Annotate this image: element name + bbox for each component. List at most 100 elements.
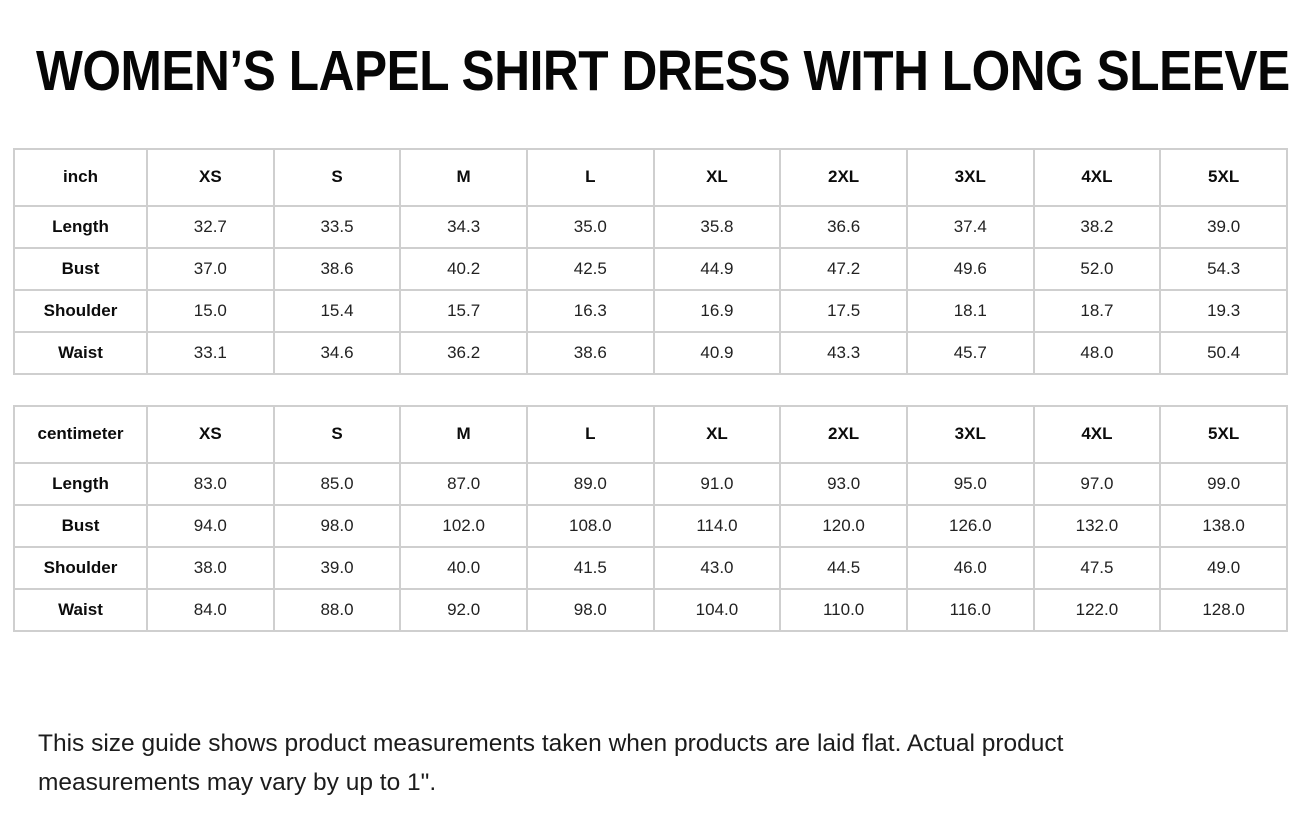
measurement-value-cell: 98.0	[525, 587, 655, 632]
size-column-header: M	[399, 147, 528, 207]
measurement-value-cell: 37.0	[146, 246, 275, 291]
measurement-value-cell: 92.0	[399, 587, 528, 632]
measurement-row-label: Length	[13, 461, 148, 506]
measurement-value-cell: 120.0	[779, 503, 908, 548]
measurement-value-cell: 15.4	[272, 288, 402, 333]
size-tables: inch XS S M L XL 2XL 3XL 4XL 5XL Length 32.7 33.5 34.…	[13, 147, 1300, 632]
measurement-value-cell: 38.6	[272, 246, 402, 291]
measurement-value-cell: 16.3	[525, 288, 655, 333]
measurement-row: Bust 94.0 98.0 102.0 108.0 114.0 120.0 126.0 132…	[13, 503, 1288, 548]
measurement-row-label: Shoulder	[13, 545, 148, 590]
size-column-header: XS	[146, 404, 275, 464]
size-column-header: S	[272, 147, 402, 207]
size-column-header: 5XL	[1159, 404, 1288, 464]
measurement-value-cell: 37.4	[905, 204, 1035, 249]
measurement-value-cell: 89.0	[525, 461, 655, 506]
measurement-value-cell: 17.5	[779, 288, 908, 333]
measurement-value-cell: 39.0	[1159, 204, 1288, 249]
measurement-value-cell: 33.5	[272, 204, 402, 249]
measurement-value-cell: 87.0	[399, 461, 528, 506]
size-table-inch: inch XS S M L XL 2XL 3XL 4XL 5XL Length 32.7 33.5 34.…	[13, 147, 1288, 375]
measurement-row-label: Waist	[13, 587, 148, 632]
measurement-row: Length 83.0 85.0 87.0 89.0 91.0 93.0 95.0 97.0 99…	[13, 461, 1288, 506]
size-column-header: L	[525, 147, 655, 207]
size-column-header: XL	[652, 404, 782, 464]
measurement-row-label: Shoulder	[13, 288, 148, 333]
measurement-value-cell: 36.6	[779, 204, 908, 249]
measurement-value-cell: 99.0	[1159, 461, 1288, 506]
measurement-value-cell: 49.0	[1159, 545, 1288, 590]
size-column-header: 4XL	[1032, 147, 1162, 207]
measurement-value-cell: 40.9	[652, 330, 782, 375]
measurement-value-cell: 98.0	[272, 503, 402, 548]
unit-label-cell: centimeter	[13, 404, 148, 464]
measurement-value-cell: 110.0	[779, 587, 908, 632]
page-title: WOMEN’S LAPEL SHIRT DRESS WITH LONG SLEE…	[36, 39, 1290, 103]
measurement-value-cell: 38.2	[1032, 204, 1162, 249]
measurement-value-cell: 32.7	[146, 204, 275, 249]
measurement-value-cell: 19.3	[1159, 288, 1288, 333]
measurement-value-cell: 40.2	[399, 246, 528, 291]
measurement-row: Waist 33.1 34.6 36.2 38.6 40.9 43.3 45.7 48.0 50.…	[13, 330, 1288, 375]
measurement-row: Shoulder 15.0 15.4 15.7 16.3 16.9 17.5 18.1 18.7…	[13, 288, 1288, 333]
measurement-value-cell: 16.9	[652, 288, 782, 333]
measurement-value-cell: 114.0	[652, 503, 782, 548]
size-column-header: M	[399, 404, 528, 464]
measurement-value-cell: 102.0	[399, 503, 528, 548]
measurement-value-cell: 44.9	[652, 246, 782, 291]
measurement-value-cell: 48.0	[1032, 330, 1162, 375]
measurement-value-cell: 44.5	[779, 545, 908, 590]
measurement-value-cell: 40.0	[399, 545, 528, 590]
measurement-value-cell: 15.0	[146, 288, 275, 333]
measurement-value-cell: 18.1	[905, 288, 1035, 333]
measurement-row: Waist 84.0 88.0 92.0 98.0 104.0 110.0 116.0 122.…	[13, 587, 1288, 632]
size-column-header: XL	[652, 147, 782, 207]
measurement-value-cell: 108.0	[525, 503, 655, 548]
measurement-value-cell: 39.0	[272, 545, 402, 590]
measurement-value-cell: 41.5	[525, 545, 655, 590]
measurement-value-cell: 46.0	[905, 545, 1035, 590]
measurement-value-cell: 126.0	[905, 503, 1035, 548]
measurement-value-cell: 18.7	[1032, 288, 1162, 333]
measurement-value-cell: 35.0	[525, 204, 655, 249]
measurement-value-cell: 116.0	[905, 587, 1035, 632]
measurement-value-cell: 49.6	[905, 246, 1035, 291]
measurement-value-cell: 138.0	[1159, 503, 1288, 548]
measurement-value-cell: 15.7	[399, 288, 528, 333]
measurement-value-cell: 35.8	[652, 204, 782, 249]
measurement-value-cell: 94.0	[146, 503, 275, 548]
size-column-header: 4XL	[1032, 404, 1162, 464]
measurement-row: Shoulder 38.0 39.0 40.0 41.5 43.0 44.5 46.0 47.5…	[13, 545, 1288, 590]
measurement-value-cell: 43.0	[652, 545, 782, 590]
measurement-value-cell: 83.0	[146, 461, 275, 506]
size-column-header: 2XL	[779, 147, 908, 207]
size-guide-note: This size guide shows product measuremen…	[38, 729, 1064, 796]
measurement-value-cell: 54.3	[1159, 246, 1288, 291]
measurement-row-label: Length	[13, 204, 148, 249]
measurement-value-cell: 47.5	[1032, 545, 1162, 590]
size-column-header: 5XL	[1159, 147, 1288, 207]
measurement-value-cell: 52.0	[1032, 246, 1162, 291]
measurement-value-cell: 50.4	[1159, 330, 1288, 375]
size-column-header: 3XL	[905, 404, 1035, 464]
measurement-value-cell: 36.2	[399, 330, 528, 375]
size-column-header: XS	[146, 147, 275, 207]
measurement-value-cell: 33.1	[146, 330, 275, 375]
measurement-value-cell: 88.0	[272, 587, 402, 632]
measurement-value-cell: 85.0	[272, 461, 402, 506]
measurement-value-cell: 84.0	[146, 587, 275, 632]
measurement-value-cell: 91.0	[652, 461, 782, 506]
measurement-value-cell: 93.0	[779, 461, 908, 506]
measurement-value-cell: 132.0	[1032, 503, 1162, 548]
measurement-value-cell: 45.7	[905, 330, 1035, 375]
measurement-value-cell: 42.5	[525, 246, 655, 291]
size-table-centimeter: centimeter XS S M L XL 2XL 3XL 4XL 5XL Length 83.0 8…	[13, 404, 1288, 632]
measurement-value-cell: 47.2	[779, 246, 908, 291]
measurement-value-cell: 95.0	[905, 461, 1035, 506]
size-column-header: S	[272, 404, 402, 464]
size-column-header: 2XL	[779, 404, 908, 464]
measurement-row-label: Bust	[13, 246, 148, 291]
size-column-header: L	[525, 404, 655, 464]
size-column-header: 3XL	[905, 147, 1035, 207]
